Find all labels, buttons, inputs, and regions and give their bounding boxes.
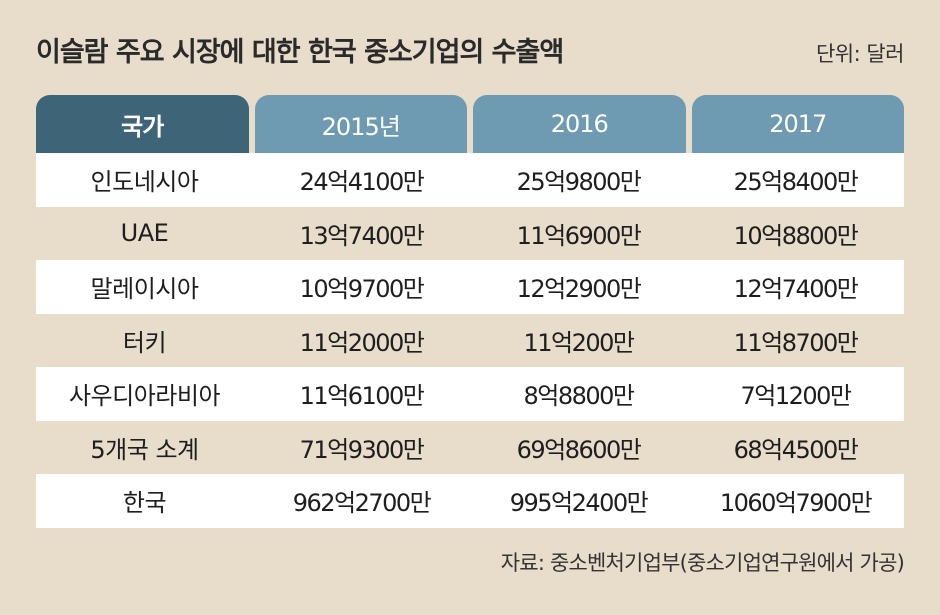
- country-cell: 말레이시아: [90, 275, 199, 304]
- value-cell: 71억9300만: [299, 435, 425, 464]
- country-cell: 인도네시아: [90, 168, 199, 197]
- table-row: 말레이시아 10억9700만 12억2900만 12억7400만: [36, 260, 904, 314]
- table-row: 5개국 소계 71억9300만 69억8600만 68억4500만: [36, 421, 904, 475]
- value-cell: 962억2700만: [292, 489, 432, 518]
- country-cell: 사우디아라비아: [68, 382, 221, 411]
- chart-title: 이슬람 주요 시장에 대한 한국 중소기업의 수출액: [36, 37, 564, 68]
- value-cell: 11억8700만: [733, 328, 859, 357]
- unit-label: 단위: 달러: [815, 42, 905, 66]
- value-cell: 10억9700만: [299, 275, 425, 304]
- value-cell: 24억4100만: [299, 168, 425, 197]
- value-cell: 7억1200만: [740, 382, 852, 411]
- header-2015: 2015년: [254, 95, 467, 153]
- export-table: 국가 2015년 2016 2017 인도네시아 24억4100만 25억9800만…: [36, 95, 904, 528]
- value-cell: 11억6100만: [299, 382, 425, 411]
- value-cell: 25억9800만: [516, 168, 642, 197]
- country-cell: 한국: [122, 489, 167, 518]
- country-cell: UAE: [120, 219, 169, 248]
- source-note: 자료: 중소벤처기업부(중소기업연구원에서 가공): [500, 551, 905, 575]
- value-cell: 68억4500만: [733, 435, 859, 464]
- table-row: 사우디아라비아 11억6100만 8억8800만 7억1200만: [36, 367, 904, 421]
- value-cell: 13억7400만: [299, 221, 425, 250]
- value-cell: 11억200만: [523, 328, 635, 357]
- value-cell: 8억8800만: [523, 382, 635, 411]
- header-2017: 2017: [691, 95, 904, 153]
- value-cell: 12억2900만: [516, 275, 642, 304]
- table-row: 한국 962억2700만 995억2400만 1060억7900만: [36, 474, 904, 528]
- table-row: 인도네시아 24억4100만 25억9800만 25억8400만: [36, 153, 904, 207]
- value-cell: 11억2000만: [299, 328, 425, 357]
- value-cell: 12억7400만: [733, 275, 859, 304]
- value-cell: 25억8400만: [733, 168, 859, 197]
- table-row: UAE 13억7400만 11억6900만 10억8800만: [36, 207, 904, 261]
- table-header-row: 국가 2015년 2016 2017: [36, 95, 904, 153]
- value-cell: 10억8800만: [733, 221, 859, 250]
- country-cell: 5개국 소계: [90, 435, 199, 464]
- header-country: 국가: [36, 95, 249, 153]
- value-cell: 69억8600만: [516, 435, 642, 464]
- value-cell: 11억6900만: [516, 221, 642, 250]
- table-body: 인도네시아 24억4100만 25억9800만 25억8400만 UAE 13억7400만…: [36, 153, 904, 528]
- value-cell: 1060억7900만: [719, 489, 873, 518]
- header-2016: 2016: [473, 95, 686, 153]
- country-cell: 터키: [122, 328, 167, 357]
- value-cell: 995억2400만: [509, 489, 649, 518]
- table-row: 터키 11억2000만 11억200만 11억8700만: [36, 314, 904, 368]
